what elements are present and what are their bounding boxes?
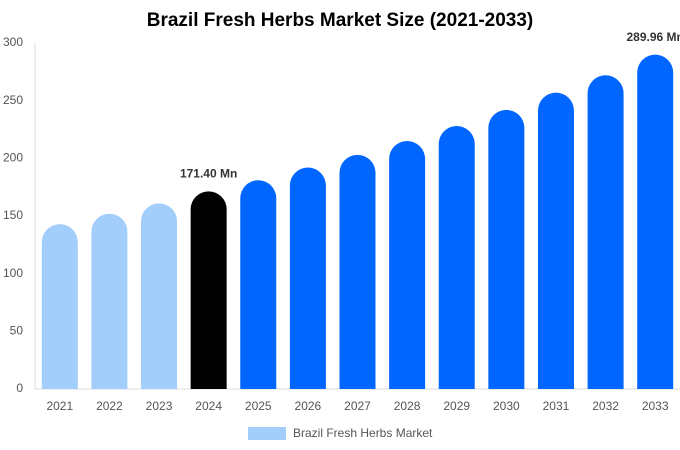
bar	[289, 167, 326, 389]
bar	[537, 92, 574, 390]
bar	[141, 203, 178, 389]
bar	[637, 54, 674, 389]
x-tick-label: 2030	[493, 399, 520, 413]
chart-title: Brazil Fresh Herbs Market Size (2021-203…	[147, 10, 534, 31]
x-tick-label: 2021	[46, 399, 73, 413]
x-tick-label: 2022	[96, 399, 123, 413]
y-tick-label: 300	[3, 35, 23, 49]
bar	[240, 180, 277, 389]
y-tick-label: 100	[3, 266, 23, 280]
bar	[91, 213, 128, 389]
bar	[438, 126, 475, 390]
x-tick-label: 2029	[443, 399, 470, 413]
legend-label: Brazil Fresh Herbs Market	[293, 426, 433, 440]
x-tick-label: 2031	[543, 399, 570, 413]
legend-swatch	[248, 427, 286, 440]
x-tick-label: 2026	[295, 399, 322, 413]
y-tick-label: 150	[3, 208, 23, 222]
y-tick-label: 250	[3, 93, 23, 107]
x-tick-label: 2025	[245, 399, 272, 413]
bar	[389, 141, 426, 389]
x-tick-label: 2024	[195, 399, 222, 413]
bar	[339, 154, 376, 389]
y-tick-label: 50	[10, 324, 24, 338]
x-tick-label: 2033	[642, 399, 669, 413]
bar	[190, 191, 227, 389]
value-label: 171.40 Mn	[180, 166, 237, 180]
y-tick-label: 0	[16, 381, 23, 395]
x-tick-label: 2023	[146, 399, 173, 413]
x-tick-label: 2027	[344, 399, 371, 413]
x-tick-label: 2028	[394, 399, 421, 413]
y-tick-label: 200	[3, 151, 23, 165]
bar	[41, 224, 78, 389]
bar	[587, 75, 624, 389]
x-tick-label: 2032	[592, 399, 619, 413]
bar	[488, 109, 525, 390]
value-label: 289.96 Mn	[627, 30, 680, 44]
